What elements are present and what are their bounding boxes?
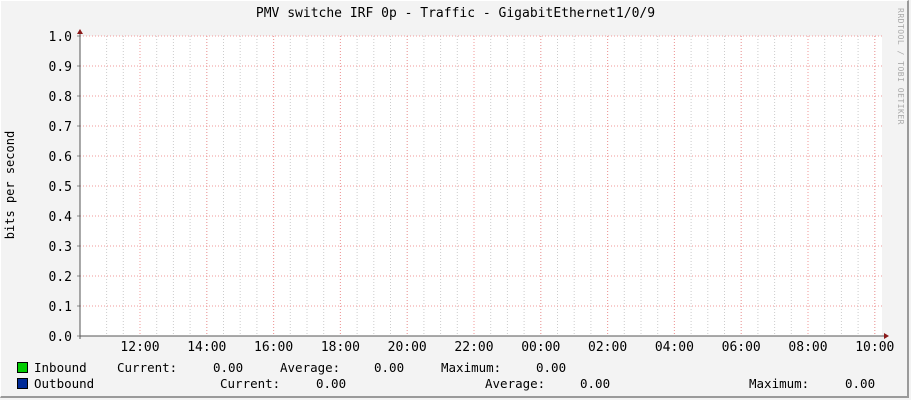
- x-tick-label: 06:00: [722, 340, 761, 355]
- y-tick-label: 0.6: [49, 150, 72, 165]
- y-tick-label: 0.3: [49, 240, 72, 255]
- legend-outbound-current: 0.00: [316, 376, 347, 391]
- legend-outbound-maximum: 0.00: [845, 376, 876, 391]
- x-tick-label: 00:00: [521, 340, 560, 355]
- watermark: RRDTOOL / TOBI OETIKER: [896, 8, 905, 125]
- y-tick-label: 0.8: [49, 90, 72, 105]
- x-tick-label: 02:00: [588, 340, 627, 355]
- y-tick-label: 0.4: [49, 210, 73, 225]
- x-tick-label: 18:00: [321, 340, 360, 355]
- x-tick-label: 14:00: [187, 340, 226, 355]
- x-tick-label: 04:00: [655, 340, 694, 355]
- legend-outbound-average-label: Average:: [485, 376, 546, 391]
- chart-title: PMV switche IRF 0p - Traffic - GigabitEt…: [255, 6, 656, 21]
- legend-inbound-current: 0.00: [213, 360, 244, 375]
- legend-inbound-maximum: 0.00: [536, 360, 567, 375]
- legend-inbound-maximum-label: Maximum:: [441, 360, 502, 375]
- y-tick-label: 0.9: [49, 60, 72, 75]
- x-tick-label: 08:00: [788, 340, 827, 355]
- legend-inbound-name: Inbound: [34, 360, 87, 375]
- y-tick-label: 0.5: [49, 180, 72, 195]
- legend-inbound-current-label: Current:: [117, 360, 178, 375]
- legend-outbound-average: 0.00: [580, 376, 611, 391]
- y-tick-label: 1.0: [49, 30, 72, 45]
- x-tick-label: 16:00: [254, 340, 293, 355]
- legend-swatch-outbound: [17, 378, 28, 389]
- legend-swatch-inbound: [17, 362, 28, 373]
- x-axis-arrow-icon: [884, 333, 889, 339]
- y-tick-label: 0.1: [49, 300, 72, 315]
- x-tick-label: 20:00: [388, 340, 427, 355]
- legend-inbound-average-label: Average:: [280, 360, 341, 375]
- legend-outbound-maximum-label: Maximum:: [749, 376, 810, 391]
- y-tick-label: 0.2: [49, 270, 72, 285]
- y-tick-label: 0.0: [49, 330, 72, 345]
- y-axis-arrow-icon: [77, 29, 83, 34]
- x-tick-label: 22:00: [454, 340, 493, 355]
- legend-outbound-name: Outbound: [34, 376, 95, 391]
- legend-outbound-current-label: Current:: [220, 376, 281, 391]
- y-tick-label: 0.7: [49, 120, 72, 135]
- legend-inbound-average: 0.00: [374, 360, 405, 375]
- plot-background: [80, 36, 882, 336]
- x-tick-label: 10:00: [855, 340, 894, 355]
- x-tick-label: 12:00: [120, 340, 159, 355]
